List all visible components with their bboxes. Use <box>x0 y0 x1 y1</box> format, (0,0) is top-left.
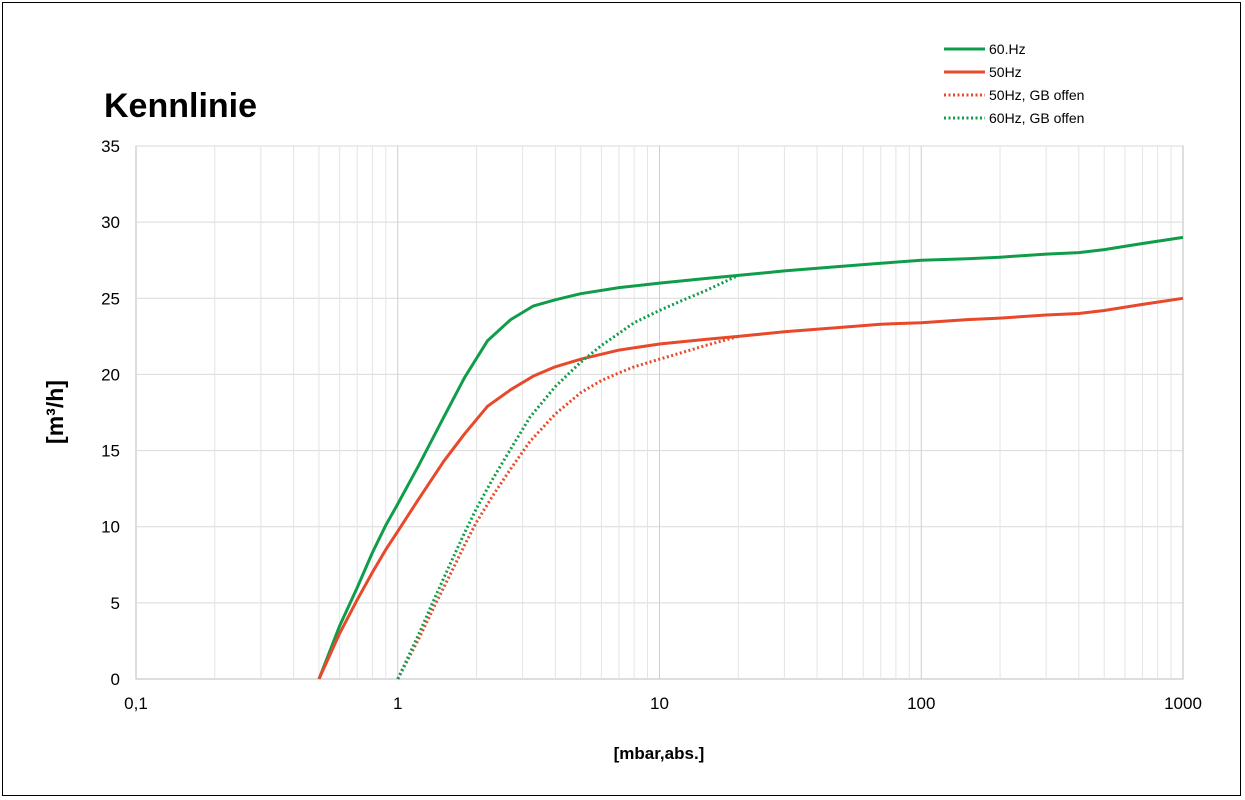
y-tick-label: 10 <box>101 518 120 537</box>
x-tick-label: 100 <box>907 694 935 713</box>
legend-label: 60.Hz <box>989 41 1026 57</box>
x-tick-label: 0,1 <box>124 694 148 713</box>
series-line-2 <box>317 296 1184 680</box>
x-tick-label: 1000 <box>1164 694 1202 713</box>
series-line-4 <box>396 274 739 680</box>
x-tick-label: 1 <box>393 694 402 713</box>
x-tick-label: 10 <box>650 694 669 713</box>
series-line-3 <box>396 334 739 680</box>
series-layer <box>317 235 1184 680</box>
chart-title: Kennlinie <box>104 87 257 125</box>
y-axis-label: [m³/h] <box>42 380 68 444</box>
y-tick-label: 15 <box>101 442 120 461</box>
y-axis-ticks: 0 5 10 15 20 25 30 35 <box>101 137 120 689</box>
series-line-1 <box>317 235 1184 680</box>
x-axis-label: [mbar,abs.] <box>614 744 705 763</box>
x-axis-ticks: 0,1 1 10 100 1000 <box>124 694 1202 713</box>
y-tick-label: 35 <box>101 137 120 156</box>
legend-label: 60Hz, GB offen <box>989 110 1084 126</box>
legend-label: 50Hz, GB offen <box>989 87 1084 103</box>
y-tick-label: 5 <box>111 594 120 613</box>
legend-label: 50Hz <box>989 64 1022 80</box>
y-tick-label: 20 <box>101 365 120 384</box>
y-tick-label: 25 <box>101 289 120 308</box>
y-tick-label: 30 <box>101 213 120 232</box>
legend: 60.Hz 50Hz 50Hz, GB offen 60Hz, GB offen <box>944 41 1084 126</box>
y-tick-label: 0 <box>111 670 120 689</box>
chart-svg: 0 5 10 15 20 25 30 35 0,1 1 10 100 1000 Kennlinie [… <box>42 41 1202 763</box>
